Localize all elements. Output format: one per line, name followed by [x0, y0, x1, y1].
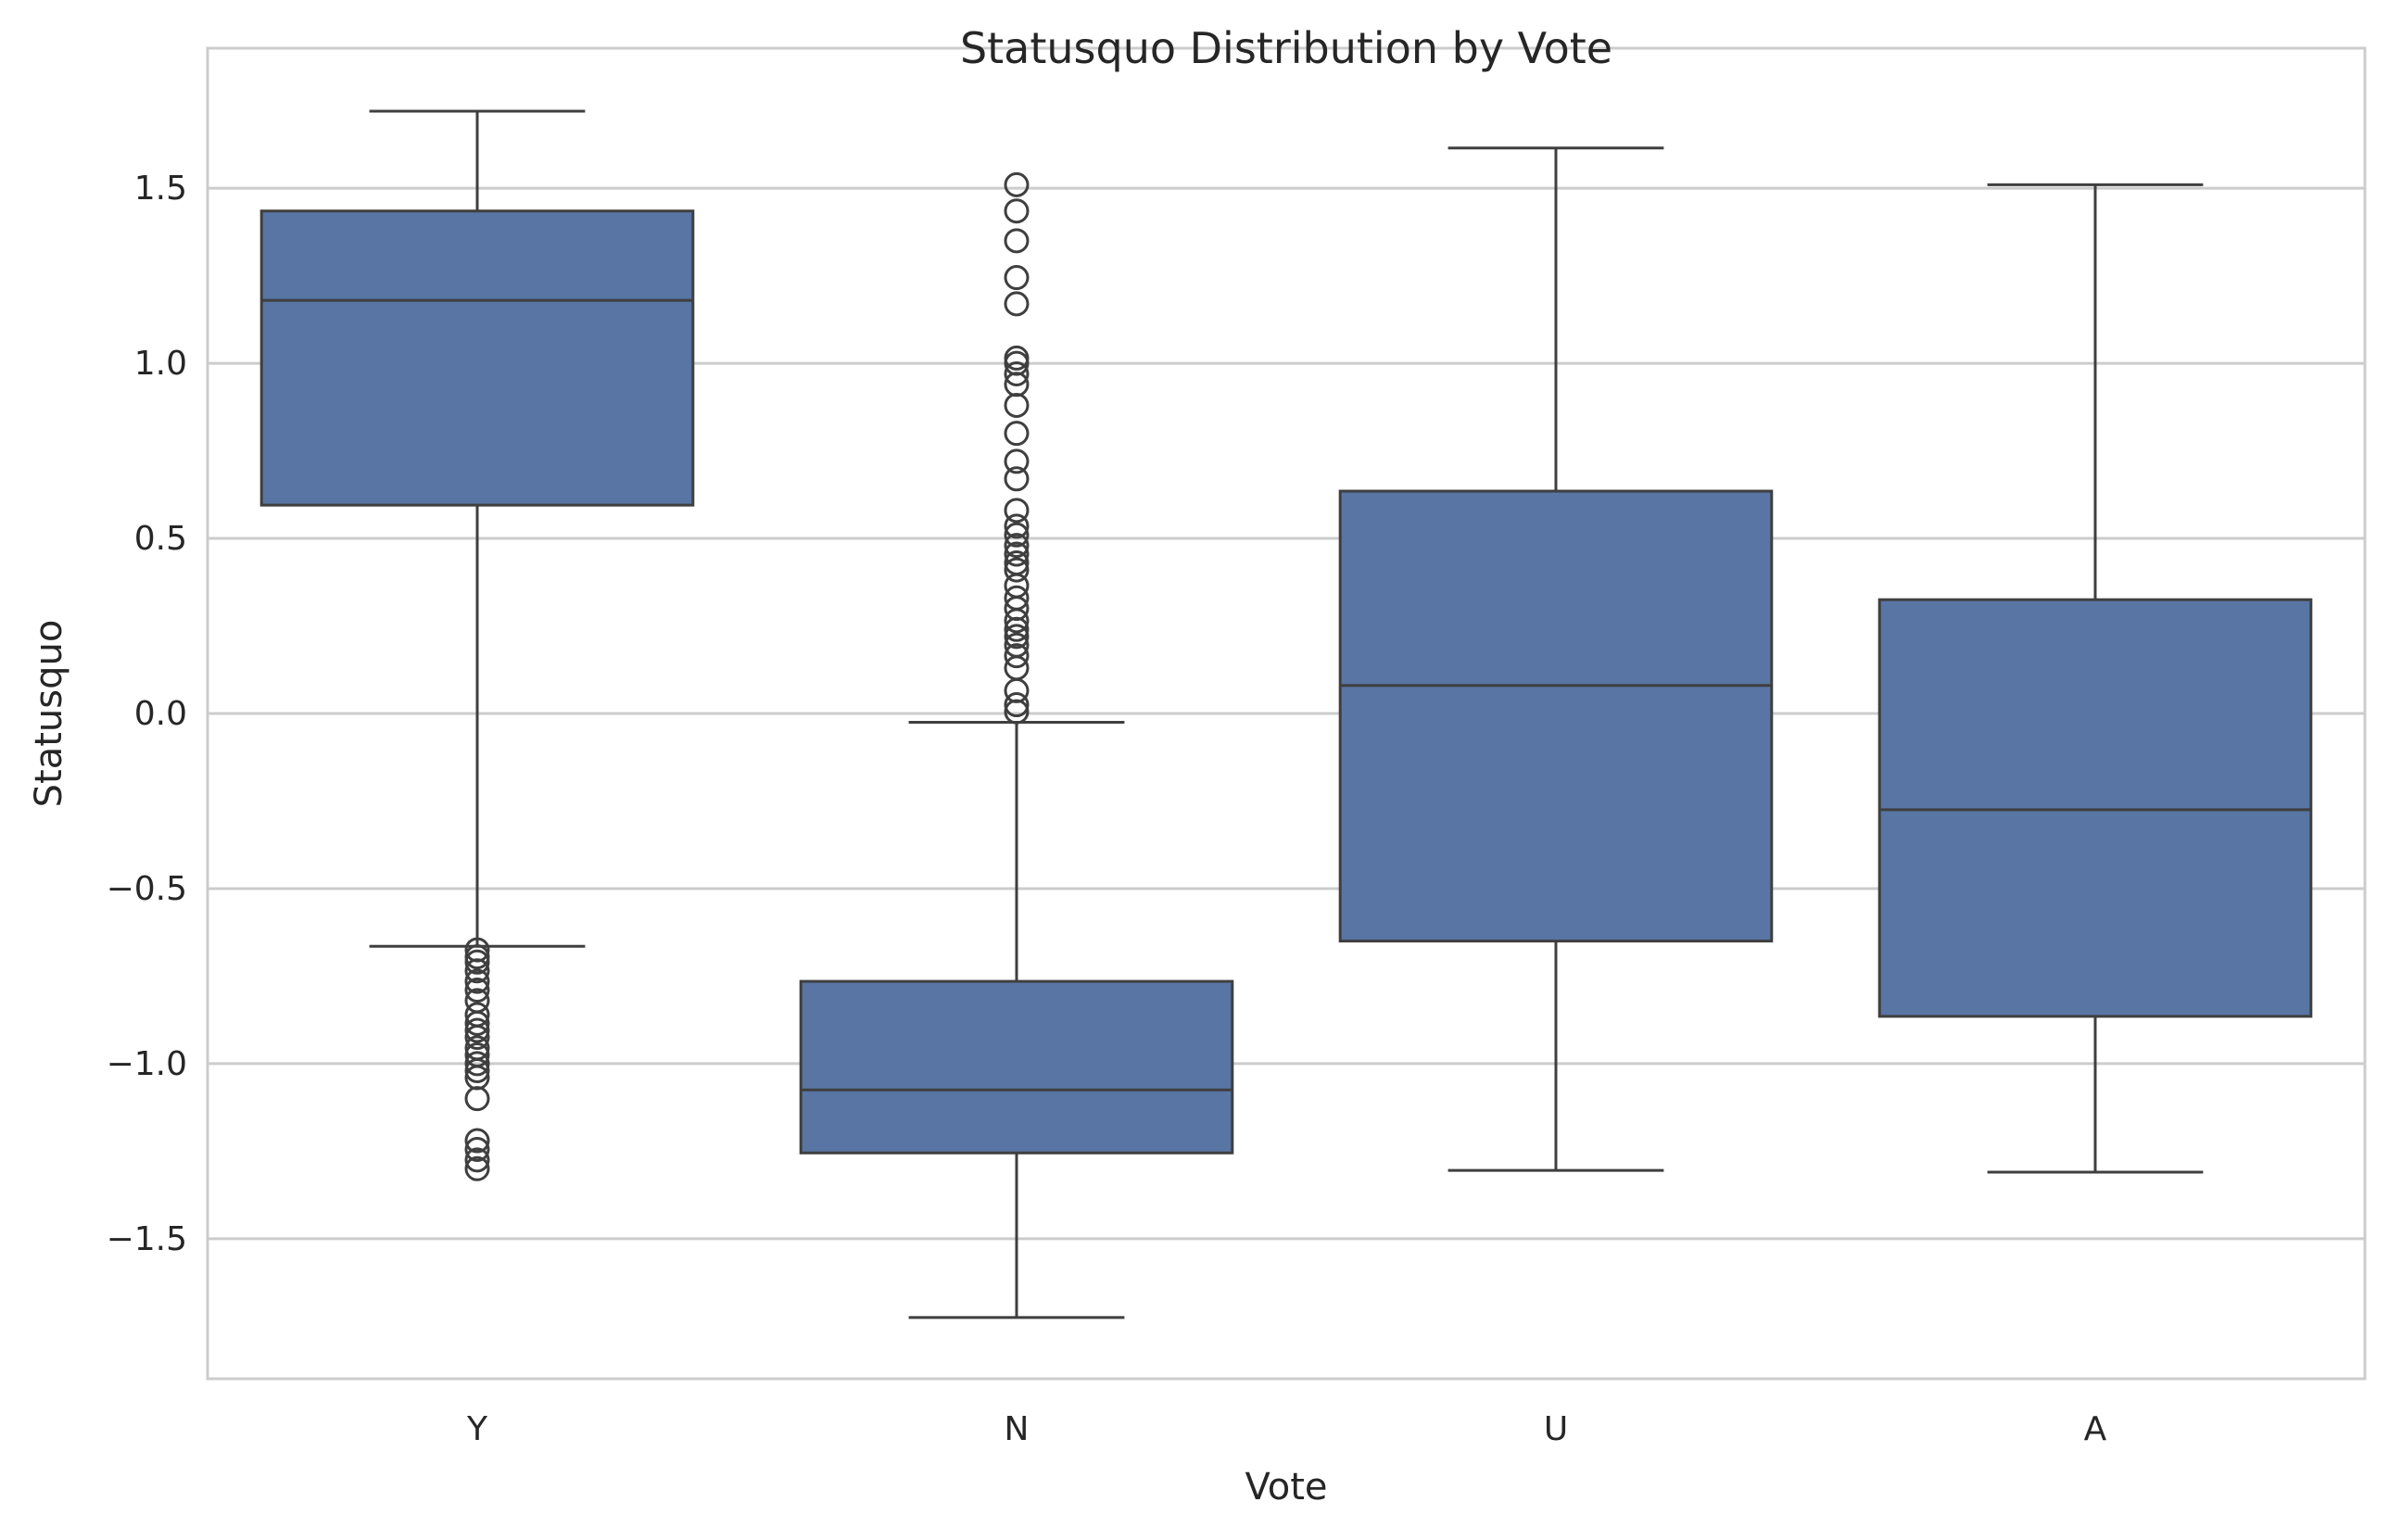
- box-group-y: [259, 109, 695, 1181]
- outlier-point: [1004, 692, 1030, 718]
- outlier-point: [464, 958, 490, 984]
- outlier-point: [1004, 550, 1030, 576]
- x-tick-label: Y: [466, 1410, 488, 1448]
- outlier-point: [1004, 228, 1030, 254]
- outlier-point: [1004, 265, 1030, 291]
- y-tick-label: −1.0: [107, 1045, 187, 1083]
- box-group-n: [799, 171, 1234, 1319]
- outlier-point: [464, 1051, 490, 1077]
- outlier-point: [1004, 466, 1030, 492]
- y-axis-title: Statusquo: [28, 620, 70, 808]
- outlier-point: [464, 1128, 490, 1154]
- outlier-point: [1004, 632, 1030, 658]
- outlier-point: [1004, 585, 1030, 611]
- outlier-point: [464, 1136, 490, 1162]
- plot-frame: [206, 46, 2367, 1381]
- outlier-point: [1004, 498, 1030, 524]
- outlier-point: [1004, 533, 1030, 559]
- outlier-point: [1004, 291, 1030, 317]
- outlier-point: [464, 1155, 490, 1181]
- outlier-point: [464, 1086, 490, 1112]
- outlier-point: [1004, 421, 1030, 447]
- outlier-point: [1004, 198, 1030, 224]
- x-axis-title: Vote: [1245, 1466, 1327, 1508]
- outlier-point: [464, 949, 490, 975]
- x-tick-label: U: [1544, 1410, 1568, 1448]
- outlier-point: [464, 1017, 490, 1043]
- outlier-point: [1004, 171, 1030, 197]
- outlier-point: [1004, 541, 1030, 567]
- outlier-point: [464, 1010, 490, 1036]
- box-body: [799, 979, 1234, 1155]
- grid-layer: [208, 186, 2365, 1241]
- box-body: [1877, 598, 2313, 1018]
- outlier-point: [1004, 557, 1030, 583]
- outlier-point: [464, 1025, 490, 1051]
- y-tick-label: −1.5: [107, 1220, 187, 1258]
- x-tick-label: A: [2084, 1410, 2107, 1448]
- y-tick-label: 0.5: [134, 520, 187, 558]
- outlier-point: [1004, 448, 1030, 474]
- outlier-point: [1004, 360, 1030, 386]
- box-body: [1338, 489, 1774, 943]
- x-tick-label: N: [1005, 1410, 1030, 1448]
- box-group-u: [1338, 146, 1774, 1172]
- box-layer: [259, 109, 2313, 1319]
- y-tick-label: 1.0: [134, 345, 187, 383]
- y-tick-label: 1.5: [134, 170, 187, 208]
- outlier-point: [1004, 513, 1030, 539]
- outlier-point: [1004, 345, 1030, 371]
- outlier-point: [1004, 522, 1030, 548]
- chart-title: Statusquo Distribution by Vote: [960, 23, 1612, 73]
- box-body: [259, 209, 695, 507]
- outlier-point: [464, 978, 490, 1004]
- y-tick-label: −0.5: [107, 870, 187, 908]
- outlier-point: [1004, 643, 1030, 669]
- outlier-point: [464, 968, 490, 994]
- outlier-point: [464, 1147, 490, 1173]
- y-tick-label: 0.0: [134, 695, 187, 733]
- outlier-point: [1004, 624, 1030, 650]
- axis-layer: −1.5 −1.0 −0.5 0.0 0.5 1.0 1.5 Y N U A: [107, 170, 2107, 1448]
- outlier-point: [464, 1057, 490, 1083]
- box-group-a: [1877, 183, 2313, 1174]
